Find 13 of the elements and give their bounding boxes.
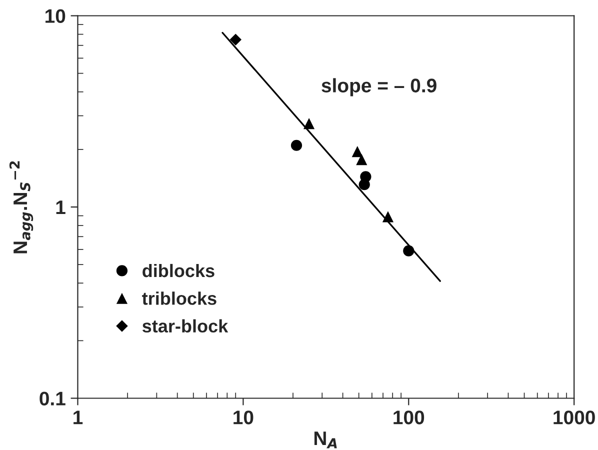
x-axis-title: N$_{A}$: [314, 432, 337, 448]
y-tick-label: 0.1: [40, 392, 66, 406]
y-tick-label: 10: [46, 9, 66, 23]
y-tick-label: 1: [56, 200, 66, 214]
legend-label: triblocks: [142, 292, 216, 305]
x-tick-label: 1000: [554, 410, 595, 424]
legend-label: star-block: [142, 319, 228, 333]
y-axis-title: N$_{agg}$.N$_{S}$$^{−2}$: [9, 161, 34, 254]
legend-label: diblocks: [142, 264, 214, 278]
x-tick-label: 10: [234, 410, 254, 424]
x-tick-label: 1: [74, 410, 83, 424]
x-tick-label: 100: [394, 410, 424, 424]
annotation: slope = – 0.9: [322, 78, 436, 96]
